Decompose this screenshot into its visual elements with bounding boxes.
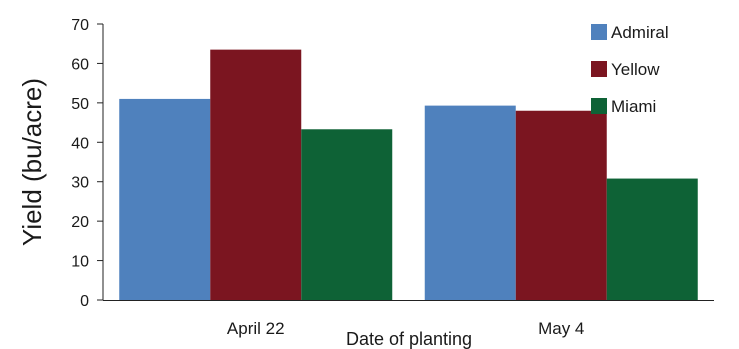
- bar-yellow-may-4: [515, 110, 607, 300]
- bar-admiral-may-4: [424, 105, 516, 300]
- y-ticks: 0 10 20 30 40 50 60 70: [71, 17, 103, 310]
- y-tick-label: 20: [71, 214, 89, 231]
- y-tick-label: 50: [71, 96, 89, 113]
- y-tick-label: 70: [71, 17, 89, 34]
- bar-miami-may-4: [606, 178, 698, 300]
- x-category-label: April 22: [227, 319, 285, 338]
- bar-admiral-april-22: [119, 98, 211, 301]
- legend-swatch-admiral: [591, 24, 607, 40]
- y-tick-label: 40: [71, 135, 89, 152]
- y-tick-label: 10: [71, 254, 89, 271]
- bars: [119, 49, 698, 301]
- x-axis-title: Date of planting: [346, 329, 472, 349]
- bar-miami-april-22: [301, 129, 393, 300]
- legend-label-admiral: Admiral: [611, 23, 669, 42]
- legend: Admiral Yellow Miami: [591, 23, 669, 116]
- x-category-label: May 4: [538, 319, 584, 338]
- x-labels: April 22 May 4: [227, 319, 584, 338]
- y-tick-label: 0: [80, 293, 89, 310]
- y-axis-title: Yield (bu/acre): [17, 78, 47, 246]
- y-tick-label: 60: [71, 56, 89, 73]
- bar-yellow-april-22: [210, 49, 302, 300]
- legend-swatch-miami: [591, 98, 607, 114]
- legend-label-yellow: Yellow: [611, 60, 660, 79]
- legend-swatch-yellow: [591, 61, 607, 77]
- legend-label-miami: Miami: [611, 97, 656, 116]
- y-tick-label: 30: [71, 175, 89, 192]
